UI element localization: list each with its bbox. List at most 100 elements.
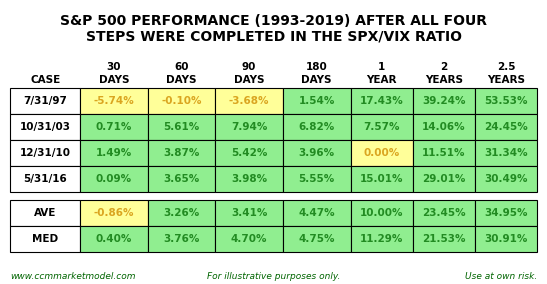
Text: 10.00%: 10.00% <box>360 208 403 218</box>
Text: 1: 1 <box>378 62 385 72</box>
Text: 60: 60 <box>174 62 189 72</box>
Text: DAYS: DAYS <box>234 75 264 85</box>
Text: -0.10%: -0.10% <box>161 96 202 106</box>
Text: 11.29%: 11.29% <box>360 234 403 244</box>
Text: 15.01%: 15.01% <box>360 174 403 184</box>
Text: 12/31/10: 12/31/10 <box>20 148 71 158</box>
Text: 23.45%: 23.45% <box>422 208 465 218</box>
Bar <box>475 114 537 140</box>
Text: 11.51%: 11.51% <box>422 148 465 158</box>
Text: -5.74%: -5.74% <box>94 96 135 106</box>
Bar <box>412 114 475 140</box>
Text: 5.61%: 5.61% <box>164 122 200 132</box>
Text: 21.53%: 21.53% <box>422 234 465 244</box>
Text: AVE: AVE <box>34 208 56 218</box>
Bar <box>148 226 216 252</box>
Text: -3.68%: -3.68% <box>229 96 270 106</box>
Text: 3.87%: 3.87% <box>164 148 200 158</box>
Bar <box>10 226 80 252</box>
Bar <box>283 114 351 140</box>
Bar <box>412 140 475 166</box>
Text: YEAR: YEAR <box>366 75 397 85</box>
Bar <box>148 200 216 226</box>
Text: 7.94%: 7.94% <box>231 122 267 132</box>
Bar <box>148 166 216 192</box>
Text: Use at own risk.: Use at own risk. <box>465 272 537 281</box>
Text: 29.01%: 29.01% <box>422 174 465 184</box>
Bar <box>351 200 412 226</box>
Text: 10/31/03: 10/31/03 <box>20 122 71 132</box>
Bar <box>80 226 148 252</box>
Text: 90: 90 <box>242 62 257 72</box>
Bar <box>216 226 283 252</box>
Bar <box>216 200 283 226</box>
Bar <box>148 114 216 140</box>
Text: 2: 2 <box>440 62 447 72</box>
Bar <box>10 114 80 140</box>
Text: 1.54%: 1.54% <box>299 96 335 106</box>
Text: www.ccmmarketmodel.com: www.ccmmarketmodel.com <box>10 272 136 281</box>
Text: 30.91%: 30.91% <box>484 234 528 244</box>
Text: 4.70%: 4.70% <box>231 234 267 244</box>
Text: 2.5: 2.5 <box>497 62 515 72</box>
Bar <box>475 166 537 192</box>
Bar <box>475 200 537 226</box>
Bar <box>80 114 148 140</box>
Text: DAYS: DAYS <box>99 75 129 85</box>
Bar <box>80 140 148 166</box>
Bar <box>475 226 537 252</box>
Bar <box>351 226 412 252</box>
Bar <box>10 200 80 226</box>
Bar <box>283 166 351 192</box>
Text: 0.71%: 0.71% <box>96 122 132 132</box>
Bar <box>283 226 351 252</box>
Bar <box>283 88 351 114</box>
Text: 6.82%: 6.82% <box>299 122 335 132</box>
Text: 31.34%: 31.34% <box>484 148 528 158</box>
Text: CASE: CASE <box>30 75 60 85</box>
Bar <box>216 114 283 140</box>
Text: 3.96%: 3.96% <box>299 148 335 158</box>
Bar <box>351 114 412 140</box>
Bar <box>412 200 475 226</box>
Text: S&P 500 PERFORMANCE (1993-2019) AFTER ALL FOUR: S&P 500 PERFORMANCE (1993-2019) AFTER AL… <box>60 14 487 28</box>
Bar <box>10 88 80 114</box>
Bar <box>148 140 216 166</box>
Bar <box>148 88 216 114</box>
Text: 0.09%: 0.09% <box>96 174 132 184</box>
Text: 0.00%: 0.00% <box>363 148 400 158</box>
Text: 3.76%: 3.76% <box>164 234 200 244</box>
Text: 4.75%: 4.75% <box>299 234 335 244</box>
Bar <box>216 166 283 192</box>
Text: 24.45%: 24.45% <box>484 122 528 132</box>
Bar <box>412 166 475 192</box>
Text: 3.98%: 3.98% <box>231 174 267 184</box>
Bar <box>283 140 351 166</box>
Text: 17.43%: 17.43% <box>360 96 404 106</box>
Bar <box>10 140 80 166</box>
Text: YEARS: YEARS <box>425 75 463 85</box>
Bar <box>216 140 283 166</box>
Bar <box>80 200 148 226</box>
Text: 180: 180 <box>306 62 328 72</box>
Text: MED: MED <box>32 234 58 244</box>
Text: -0.86%: -0.86% <box>94 208 135 218</box>
Text: 39.24%: 39.24% <box>422 96 465 106</box>
Text: DAYS: DAYS <box>301 75 332 85</box>
Text: 0.40%: 0.40% <box>96 234 132 244</box>
Text: 30: 30 <box>107 62 121 72</box>
Text: 14.06%: 14.06% <box>422 122 465 132</box>
Text: 53.53%: 53.53% <box>484 96 528 106</box>
Bar <box>10 166 80 192</box>
Text: 30.49%: 30.49% <box>484 174 528 184</box>
Text: 5.55%: 5.55% <box>299 174 335 184</box>
Text: 3.41%: 3.41% <box>231 208 267 218</box>
Text: 3.65%: 3.65% <box>164 174 200 184</box>
Text: 3.26%: 3.26% <box>164 208 200 218</box>
Text: 5/31/16: 5/31/16 <box>24 174 67 184</box>
Bar <box>475 140 537 166</box>
Bar <box>80 166 148 192</box>
Text: DAYS: DAYS <box>166 75 197 85</box>
Bar <box>412 88 475 114</box>
Bar <box>351 166 412 192</box>
